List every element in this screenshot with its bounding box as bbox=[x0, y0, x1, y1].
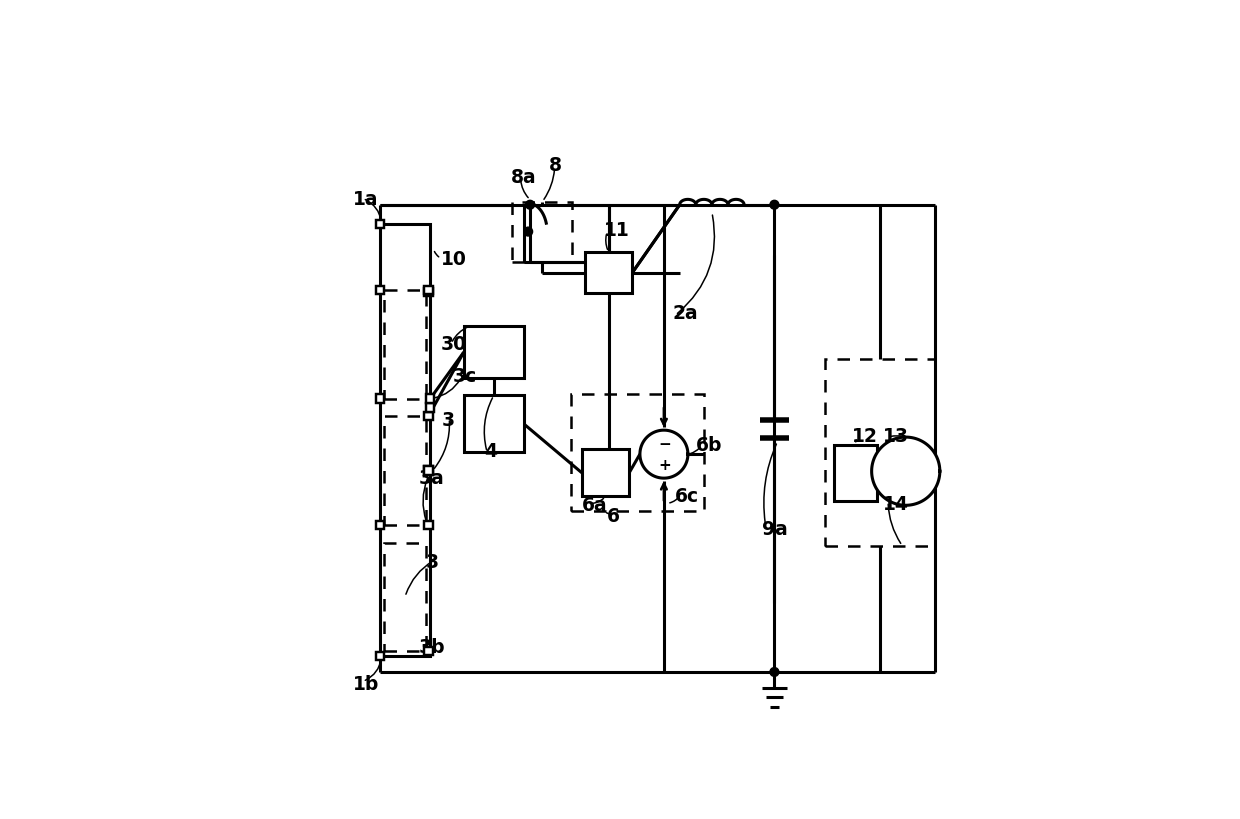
Text: 6a: 6a bbox=[582, 495, 608, 514]
Circle shape bbox=[523, 228, 533, 237]
Text: 6c: 6c bbox=[676, 486, 699, 505]
Bar bbox=[424, 287, 433, 295]
Bar bbox=[424, 647, 433, 655]
Text: 30: 30 bbox=[441, 335, 467, 354]
Bar bbox=[582, 450, 629, 497]
Text: 1b: 1b bbox=[352, 674, 379, 693]
Bar bbox=[464, 396, 523, 453]
Bar bbox=[424, 521, 433, 529]
Bar bbox=[572, 395, 703, 511]
Bar bbox=[424, 288, 433, 296]
Bar bbox=[384, 291, 425, 399]
Bar bbox=[384, 543, 425, 651]
Text: 14: 14 bbox=[883, 495, 909, 514]
Bar bbox=[585, 253, 632, 294]
Bar bbox=[835, 446, 878, 502]
Bar bbox=[379, 224, 430, 656]
Bar bbox=[384, 417, 425, 525]
Polygon shape bbox=[640, 431, 688, 478]
Circle shape bbox=[770, 667, 779, 676]
Circle shape bbox=[770, 201, 779, 210]
Text: 3: 3 bbox=[441, 410, 455, 429]
Text: 9a: 9a bbox=[761, 519, 787, 538]
Bar bbox=[425, 395, 434, 403]
Text: 11: 11 bbox=[604, 221, 630, 240]
Text: 13: 13 bbox=[883, 426, 909, 446]
Text: 8a: 8a bbox=[511, 168, 537, 187]
Bar bbox=[376, 521, 384, 529]
Bar bbox=[376, 395, 384, 403]
Text: 3a: 3a bbox=[419, 468, 445, 487]
Bar bbox=[825, 360, 935, 546]
Text: 6: 6 bbox=[608, 506, 620, 525]
Bar bbox=[424, 413, 433, 421]
Text: −: − bbox=[658, 437, 671, 451]
Circle shape bbox=[526, 201, 534, 210]
Bar bbox=[424, 467, 433, 475]
Text: 1a: 1a bbox=[352, 190, 378, 209]
Bar bbox=[424, 467, 433, 475]
Text: 8: 8 bbox=[549, 156, 562, 175]
Bar bbox=[376, 220, 384, 229]
Bar bbox=[427, 404, 434, 412]
Text: 10: 10 bbox=[441, 250, 467, 269]
Text: 2a: 2a bbox=[672, 303, 698, 322]
Text: 3c: 3c bbox=[453, 366, 476, 385]
Polygon shape bbox=[872, 437, 940, 505]
Text: 3: 3 bbox=[425, 552, 439, 572]
Text: 4: 4 bbox=[484, 442, 497, 461]
Text: 12: 12 bbox=[852, 426, 878, 446]
Bar bbox=[512, 202, 573, 262]
Text: 6b: 6b bbox=[696, 436, 722, 455]
Text: +: + bbox=[658, 458, 671, 473]
Bar bbox=[376, 287, 384, 295]
Bar bbox=[464, 327, 523, 379]
Bar bbox=[376, 652, 384, 660]
Text: 3b: 3b bbox=[419, 637, 445, 656]
